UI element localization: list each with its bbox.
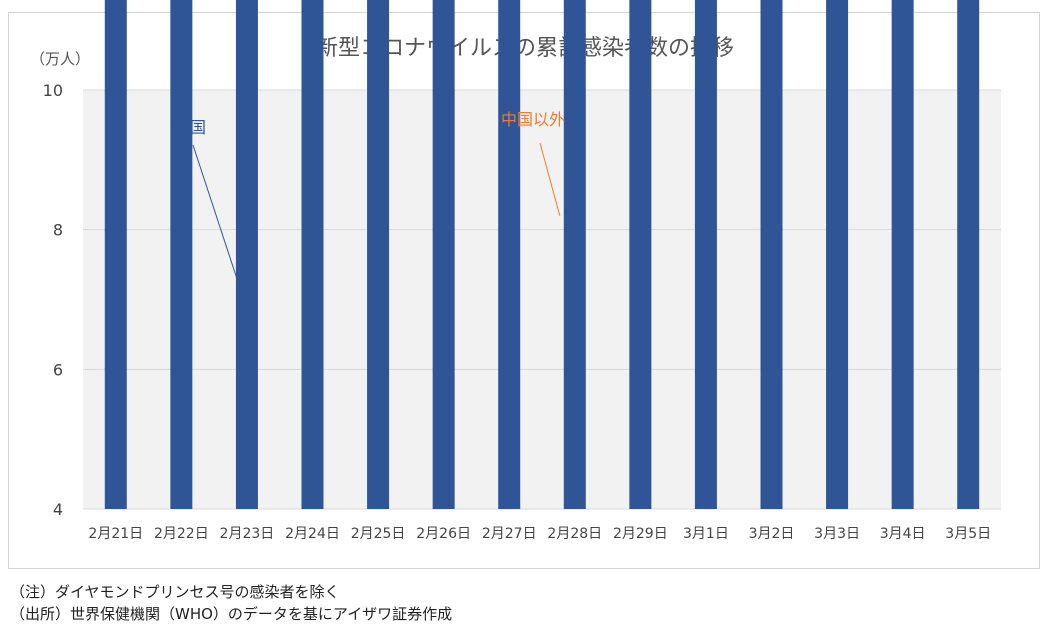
annotation-china-leader	[192, 144, 246, 304]
x-tick-label: 3月4日	[880, 526, 926, 542]
x-tick-label: 3月1日	[683, 526, 729, 542]
bar-china	[826, 0, 849, 509]
y-axis-unit-label: （万人）	[30, 50, 91, 68]
x-tick-label: 2月21日	[88, 526, 143, 542]
x-tick-label: 2月29日	[613, 526, 668, 542]
x-tick-label: 3月3日	[814, 526, 860, 542]
bar-china	[629, 0, 652, 510]
y-tick-label: 6	[53, 360, 63, 379]
footnotes: （注）ダイヤモンドプリンセス号の感染者を除く （出所）世界保健機関（WHO）のデ…	[10, 581, 452, 625]
bar-china	[301, 0, 324, 510]
bar-china	[498, 0, 521, 510]
bar-china	[104, 0, 127, 509]
x-tick-label: 3月5日	[945, 526, 991, 542]
y-tick-label: 10	[43, 81, 63, 100]
bar-china	[432, 0, 455, 510]
bar-china	[235, 0, 258, 510]
annotation-outside-china-leader	[539, 142, 561, 216]
x-tick-label: 2月26日	[416, 526, 471, 542]
x-tick-label: 2月27日	[482, 526, 537, 542]
bar-china	[694, 0, 717, 509]
annotation-outside-china: 中国以外	[501, 110, 565, 129]
stacked-bar-chart: 4 6 8 10 2月21日 2月22日 2月23日 2月24日 2月25日 2月26日 2月27日…	[43, 0, 1001, 542]
x-tick-label: 2月24日	[285, 526, 340, 542]
x-tick-label: 2月25日	[351, 526, 406, 542]
bar-china	[760, 0, 783, 510]
bar-china	[957, 0, 980, 509]
plot-area	[83, 90, 1001, 509]
y-tick-label: 4	[53, 500, 63, 519]
x-tick-label: 2月28日	[547, 526, 602, 542]
x-tick-label: 2月23日	[220, 526, 275, 542]
annotation-china: 中国	[174, 118, 206, 137]
x-tick-label: 3月2日	[749, 526, 795, 542]
bar-china	[170, 0, 193, 510]
footnote-note: （注）ダイヤモンドプリンセス号の感染者を除く	[10, 583, 340, 601]
footnote-source: （出所）世界保健機関（WHO）のデータを基にアイザワ証券作成	[10, 605, 453, 623]
y-tick-label: 8	[53, 221, 63, 240]
bar-china	[367, 0, 390, 509]
x-tick-label: 2月22日	[154, 526, 209, 542]
bar-china	[563, 0, 586, 509]
bar-china	[891, 0, 914, 510]
